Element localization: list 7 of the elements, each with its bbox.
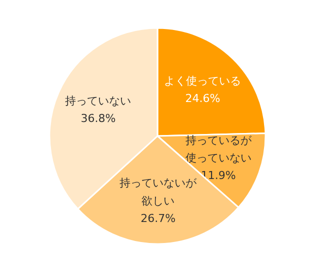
slice-label: 持っているが使っていない (185, 134, 252, 165)
data-label: 26.7% (140, 212, 176, 225)
slice-label: 持っていない (65, 94, 132, 108)
slice-label: 持っていないが欲しい (120, 176, 198, 208)
data-label: 24.6% (185, 92, 220, 105)
slice-label: よく使っている (164, 74, 242, 88)
data-label: 36.8% (80, 112, 116, 126)
